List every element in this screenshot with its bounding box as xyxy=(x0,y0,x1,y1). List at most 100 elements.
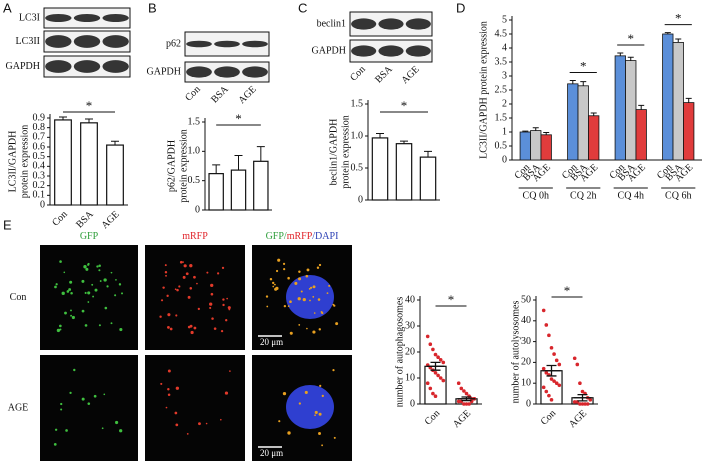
puncta xyxy=(210,283,214,287)
micrograph xyxy=(40,355,138,461)
puncta xyxy=(69,280,73,284)
puncta xyxy=(103,278,107,282)
y-tick-label: 0 xyxy=(195,204,200,215)
group-label: CQ 4h xyxy=(618,190,644,201)
y-tick-label: 3.5 xyxy=(495,56,508,67)
puncta xyxy=(118,283,122,286)
puncta xyxy=(320,310,323,313)
group-label: CQ 6h xyxy=(665,190,691,201)
puncta xyxy=(167,369,171,373)
puncta xyxy=(121,292,124,295)
puncta xyxy=(92,295,95,298)
puncta xyxy=(63,271,66,274)
puncta xyxy=(104,306,108,310)
x-tick-label: BSA xyxy=(373,63,395,85)
puncta xyxy=(175,423,179,427)
y-axis-label: beclin1/GAPDH xyxy=(328,119,339,186)
puncta xyxy=(59,328,62,331)
puncta xyxy=(298,324,301,326)
puncta xyxy=(190,330,194,335)
puncta xyxy=(164,264,167,267)
y-tick-label: 40 xyxy=(405,294,415,305)
y-axis-label: number of autophagosomes xyxy=(394,297,405,408)
y-tick-label: 0.5 xyxy=(33,151,46,162)
error-bar xyxy=(212,164,221,174)
puncta xyxy=(98,269,101,272)
error-bar xyxy=(376,132,384,138)
y-axis-label: protein expression xyxy=(19,125,30,199)
puncta xyxy=(305,274,309,278)
puncta xyxy=(81,279,85,283)
puncta xyxy=(165,406,168,409)
data-point xyxy=(441,360,446,365)
puncta xyxy=(81,397,85,401)
puncta xyxy=(91,283,94,286)
puncta xyxy=(283,304,287,308)
puncta xyxy=(110,322,113,325)
x-tick-label: AGE xyxy=(236,84,258,106)
bar xyxy=(419,156,437,201)
y-axis-label: p62/GAPDH xyxy=(166,140,177,192)
puncta xyxy=(222,303,225,307)
puncta xyxy=(211,317,214,320)
puncta xyxy=(332,369,335,372)
puncta xyxy=(167,388,170,391)
y-axis-label: protein expression xyxy=(340,115,351,189)
data-point xyxy=(428,386,433,391)
puncta xyxy=(317,298,321,301)
data-point xyxy=(425,381,430,386)
nucleus xyxy=(286,275,334,319)
error-bar xyxy=(424,150,432,158)
puncta xyxy=(61,291,65,295)
error-bar xyxy=(580,81,587,86)
puncta xyxy=(309,299,311,302)
panel-letter: B xyxy=(148,0,157,15)
puncta xyxy=(94,288,98,292)
data-point xyxy=(456,381,461,386)
puncta xyxy=(226,297,228,300)
x-tick-label: Con xyxy=(423,408,443,428)
puncta xyxy=(318,263,322,267)
puncta xyxy=(159,315,162,318)
puncta xyxy=(98,324,101,327)
puncta xyxy=(106,285,109,288)
puncta xyxy=(178,285,181,288)
puncta xyxy=(175,314,178,317)
puncta xyxy=(297,297,301,301)
row-label: Con xyxy=(10,292,27,303)
puncta xyxy=(174,288,177,291)
puncta xyxy=(93,394,97,398)
blot-band xyxy=(186,40,212,48)
puncta xyxy=(310,286,313,289)
data-point xyxy=(580,389,585,394)
y-tick-label: 2 xyxy=(502,98,507,109)
bar xyxy=(625,60,637,161)
puncta xyxy=(59,324,62,328)
data-point xyxy=(541,308,546,313)
data-point xyxy=(456,399,461,404)
puncta xyxy=(83,265,87,269)
data-point xyxy=(436,373,440,378)
puncta xyxy=(165,274,167,277)
blot-label: LC3II xyxy=(16,36,40,47)
data-point xyxy=(578,381,582,386)
panel-letter: C xyxy=(298,0,307,15)
puncta xyxy=(119,429,123,433)
y-tick-label: 0.9 xyxy=(33,112,46,123)
blot-band xyxy=(45,14,72,22)
x-tick-label: Con xyxy=(539,408,559,428)
puncta xyxy=(318,432,321,435)
group-label: CQ 2h xyxy=(570,190,596,201)
blot-band xyxy=(45,60,72,73)
puncta xyxy=(275,286,279,290)
data-point xyxy=(557,362,562,367)
column-header-part: /DAPI xyxy=(312,231,338,242)
puncta xyxy=(196,282,198,285)
data-point xyxy=(425,334,430,339)
puncta xyxy=(328,284,331,287)
puncta xyxy=(318,328,321,331)
bar xyxy=(519,131,531,161)
y-axis-label: number of autolysosomes xyxy=(510,301,521,404)
puncta xyxy=(84,291,87,294)
data-point xyxy=(441,378,446,383)
